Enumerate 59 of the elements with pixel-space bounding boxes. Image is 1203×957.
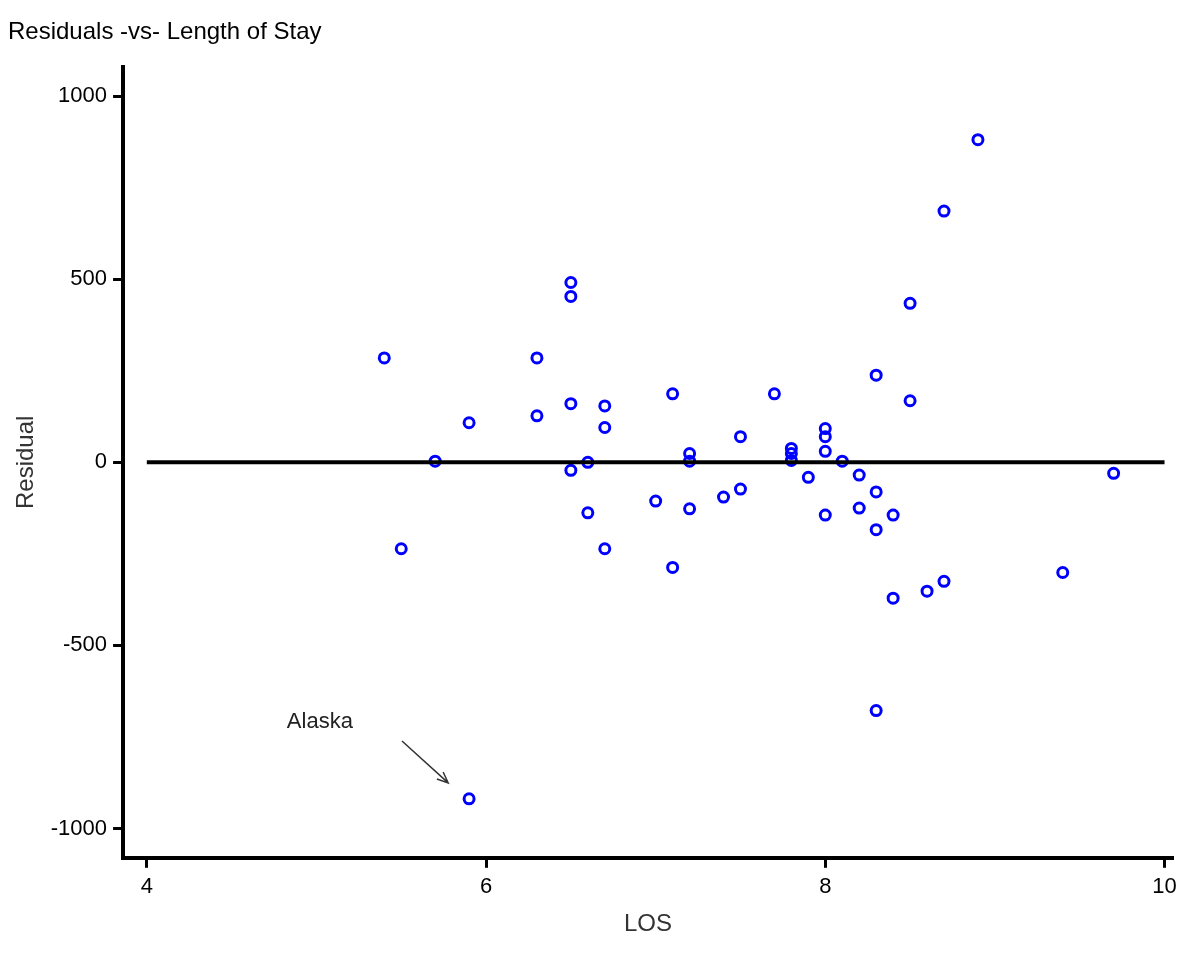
point [733,430,747,444]
x-tick-label: 6 [479,873,493,899]
chart-title: Residuals -vs- Length of Stay [8,17,322,45]
y-tick-label: 0 [94,448,108,474]
point [971,133,985,147]
point [903,296,917,310]
point [784,447,798,461]
point [717,490,731,504]
point [598,421,612,435]
x-tick-label: 4 [140,873,153,899]
point [767,387,781,401]
point [564,397,578,411]
x-axis-title: LOS [624,909,673,937]
point [818,508,832,522]
y-tick-label: -1000 [50,814,108,840]
point [462,792,476,806]
point [1056,566,1070,580]
point [462,416,476,430]
point [733,482,747,496]
point [666,560,680,574]
x-tick-label: 10 [1152,873,1177,899]
point [564,275,578,289]
point [869,485,883,499]
point [801,470,815,484]
point [920,584,934,598]
point [683,447,697,461]
point [666,387,680,401]
point [530,409,544,423]
point [869,704,883,718]
point [818,422,832,436]
point [530,351,544,365]
point [564,463,578,477]
point [886,591,900,605]
x-tick-label: 8 [819,873,832,899]
y-tick-label: -500 [63,631,108,657]
point [598,399,612,413]
point [377,351,391,365]
point [937,574,951,588]
point [903,394,917,408]
point [581,506,595,520]
y-axis-title: Residual [11,415,39,509]
annotation: Alaska [286,708,354,734]
point [869,368,883,382]
point [683,502,697,516]
y-tick-label: 1000 [58,82,108,108]
point [394,542,408,556]
point [818,430,832,444]
point [852,468,866,482]
point [869,523,883,537]
point [598,542,612,556]
point [937,204,951,218]
point [886,508,900,522]
point [1107,466,1121,480]
point [818,444,832,458]
point [784,441,798,455]
point [852,501,866,515]
point [564,289,578,303]
y-tick-label: 500 [70,265,108,291]
point [649,494,663,508]
